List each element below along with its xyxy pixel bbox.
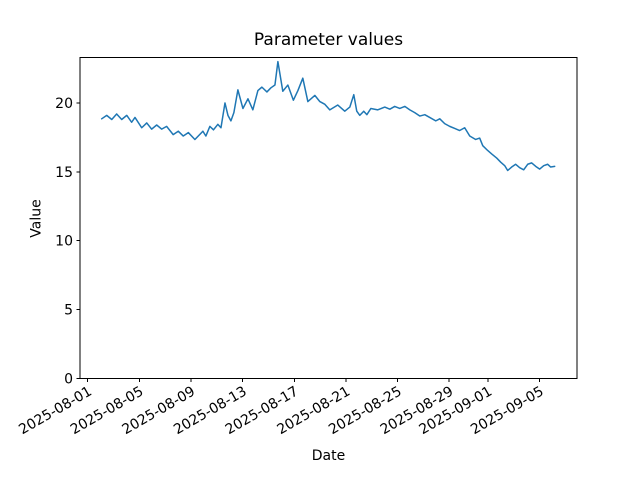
x-axis-label: Date [311,448,346,464]
y-axis-label: Value [28,199,45,238]
chart-title: Parameter values [253,30,404,50]
y-tick-label: 15 [55,165,73,181]
y-tick-label: 10 [55,234,73,250]
y-tick-label: 0 [64,372,73,388]
y-tick-label: 5 [64,303,73,319]
axes-spines [79,57,578,379]
y-tick-label: 20 [55,96,73,112]
series-line [100,60,556,172]
